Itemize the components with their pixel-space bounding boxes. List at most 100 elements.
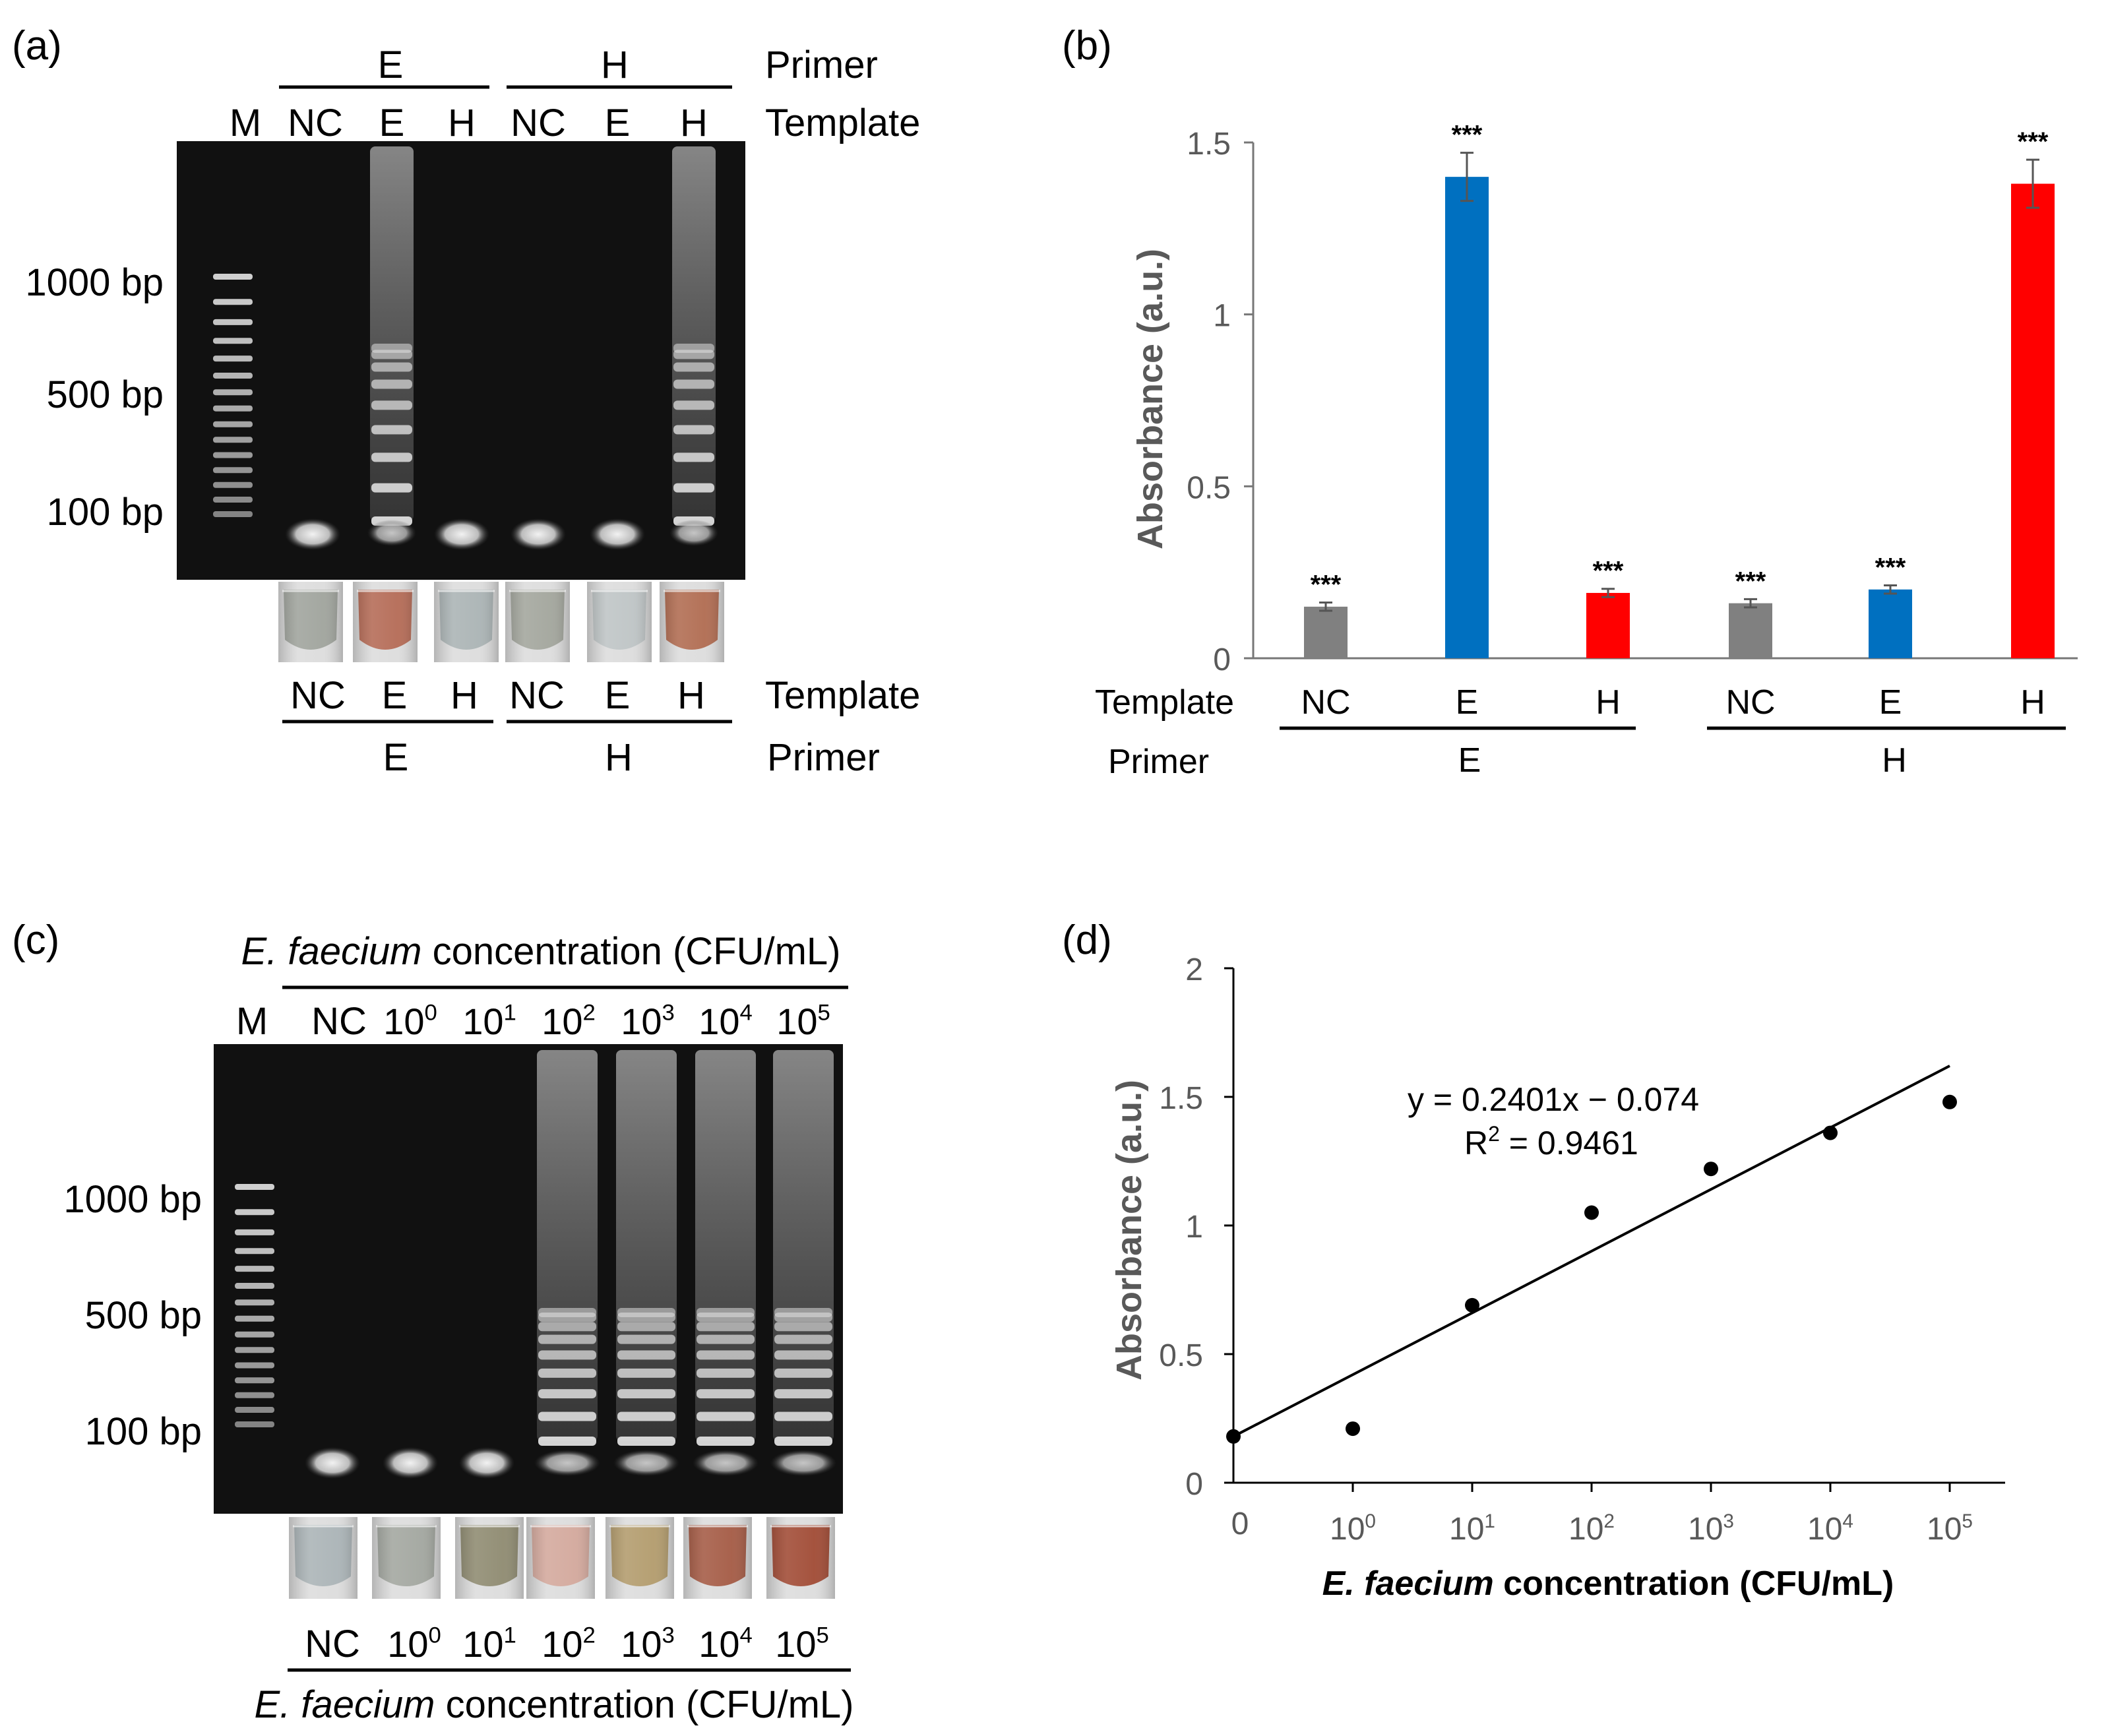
panel-a-lane-band	[673, 483, 714, 493]
panel-c-lane-label-top-exp: 2	[582, 1001, 595, 1026]
panel-b-x-labels: NC E H NC E H	[1301, 683, 2045, 722]
panel-a-tubes	[278, 582, 724, 662]
panel-b-y-tick-label: 1	[1213, 299, 1231, 334]
panel-c-lane-band	[697, 1350, 755, 1360]
panel-c-marker-band	[235, 1362, 274, 1369]
panel-a-marker-band	[213, 437, 253, 443]
panel-d: (d) Absorbance (a.u.) 00.511.520 100 101 10…	[1062, 917, 2005, 1603]
panel-a-marker-band	[213, 338, 253, 344]
panel-c-lane-band	[538, 1368, 596, 1378]
panel-c-marker-band	[235, 1421, 274, 1427]
panel-d-point	[1584, 1205, 1599, 1220]
panel-a-lane-band	[673, 452, 714, 462]
panel-a-tube-shade	[434, 582, 499, 662]
panel-c-marker-band	[235, 1266, 274, 1272]
panel-c-lane-label-bottom-base: 10	[462, 1623, 503, 1665]
panel-c-lane-label-bottom-base: 10	[698, 1623, 739, 1665]
panel-c-title-rest-bottom: concentration (CFU/mL)	[435, 1683, 854, 1726]
panel-b-y-tick-label: 0	[1213, 642, 1231, 677]
panel-c-lane-label-bottom-base: 10	[542, 1623, 582, 1665]
panel-c-lane-band	[538, 1322, 596, 1332]
panel-c-lane-band	[617, 1312, 675, 1322]
panel-c-marker-band	[235, 1184, 274, 1190]
panel-a-lane-band	[371, 452, 412, 462]
panel-a-lane-dimer	[285, 518, 340, 550]
panel-d-x-tick-label: 105	[1927, 1510, 1973, 1547]
panel-c-lane-label-bottom-base: 10	[387, 1623, 428, 1665]
panel-c-lane-label-top-exp: 3	[662, 1001, 674, 1026]
panel-c-lane-smear	[773, 1050, 834, 1441]
panel-b-significance: ***	[1875, 553, 1906, 582]
panel-c-tube-shade	[605, 1517, 674, 1599]
panel-a-label: (a)	[12, 23, 62, 69]
panel-b-bar	[2011, 183, 2055, 658]
panel-a-size-1000: 1000 bp	[25, 261, 164, 304]
panel-a-lane-label-top: E	[379, 102, 405, 144]
panel-c-lane-band	[617, 1334, 675, 1344]
panel-a-marker-band	[213, 511, 253, 517]
panel-a-lane-band	[673, 362, 714, 372]
panel-d-x-tick-label-exp: 5	[1962, 1510, 1973, 1532]
panel-c-marker-band	[235, 1392, 274, 1398]
panel-b-y-axis-title: Absorbance (a.u.)	[1131, 249, 1170, 549]
panel-c-lane-label-bottom: 100	[387, 1623, 441, 1665]
panel-b-x-label: E	[1879, 683, 1902, 722]
panel-c-marker-band	[235, 1377, 274, 1384]
panel-a-template-word-top: Template	[765, 102, 920, 144]
panel-b-bar	[1869, 589, 1912, 658]
panel-c-lane-band	[617, 1368, 675, 1378]
panel-b: (b) Absorbance (a.u.) 00.511.5 *********…	[1062, 23, 2078, 781]
panel-d-x-tick-label: 100	[1330, 1510, 1376, 1547]
panel-b-bars: *** *** *** *** *** ***	[1304, 121, 2055, 659]
panel-c-lane-dimer	[459, 1447, 514, 1479]
panel-c-marker-band	[235, 1248, 274, 1255]
panel-c-lane-label-top-exp: 1	[503, 1001, 516, 1026]
panel-b-significance: ***	[1311, 571, 1342, 600]
panel-c-lane-dimer	[383, 1447, 438, 1479]
panel-c-lane-dimer	[693, 1450, 759, 1476]
panel-d-r2-value: = 0.9461	[1500, 1125, 1638, 1162]
panel-a-marker-band	[213, 497, 253, 503]
panel-d-axes: 00.511.520 100 101 102 103 104 105	[1159, 952, 2005, 1547]
panel-b-y-tick-label: 1.5	[1187, 127, 1231, 162]
panel-c-lane-band	[774, 1411, 832, 1421]
panel-c-lane-band	[617, 1389, 675, 1399]
panel-c-lane-band	[617, 1411, 675, 1421]
panel-d-points	[1226, 1065, 1957, 1444]
panel-c-lane-band	[538, 1334, 596, 1344]
panel-c-lane-label-bottom: 105	[775, 1623, 829, 1665]
panel-b-x-label: NC	[1301, 683, 1350, 722]
panel-d-x-tick-label-exp: 3	[1723, 1510, 1734, 1532]
panel-b-significance: ***	[1452, 121, 1483, 150]
panel-c-lane-label-top: 100	[383, 1001, 437, 1042]
panel-a-template-word-bottom: Template	[765, 674, 920, 717]
panel-c-label: (c)	[12, 917, 59, 963]
panel-c-bottom-lane-labels: NC 100 101 102 103 104 105	[305, 1623, 829, 1665]
panel-b-bar	[1445, 177, 1489, 659]
panel-a-lane-band	[673, 379, 714, 389]
panel-c-lane-smear	[695, 1050, 756, 1441]
panel-a-lane-label-top: E	[605, 102, 631, 144]
panel-c-lane-band	[538, 1437, 596, 1446]
panel-a-lane-band	[371, 350, 412, 359]
panel-d-point	[1704, 1162, 1718, 1177]
panel-d-y-tick-label: 0	[1185, 1467, 1203, 1502]
panel-a-lane-dimer	[434, 518, 489, 550]
panel-c-lane-band	[774, 1322, 832, 1332]
panel-c-title-italic: E. faecium	[241, 930, 422, 973]
panel-a-primer-word: Primer	[765, 44, 878, 86]
panel-a-lane-label-bottom: E	[605, 674, 631, 717]
panel-a-size-500: 500 bp	[47, 373, 164, 416]
panel-d-y-axis-title: Absorbance (a.u.)	[1109, 1080, 1149, 1380]
panel-c-lane-label-bottom-exp: 4	[739, 1623, 752, 1648]
panel-a-lane-band	[371, 400, 412, 410]
panel-c-top-lane-labels: NC 100 101 102 103 104 105	[311, 1000, 830, 1043]
panel-a-marker-band	[213, 389, 253, 396]
panel-d-equation: y = 0.2401x − 0.074	[1408, 1081, 1699, 1118]
panel-c-lane-label-bottom-exp: 0	[428, 1623, 441, 1648]
panel-d-point	[1942, 1094, 1957, 1109]
panel-c-tube-shade	[683, 1517, 752, 1599]
panel-c-marker-band	[235, 1299, 274, 1306]
panel-c-marker-band	[235, 1229, 274, 1235]
